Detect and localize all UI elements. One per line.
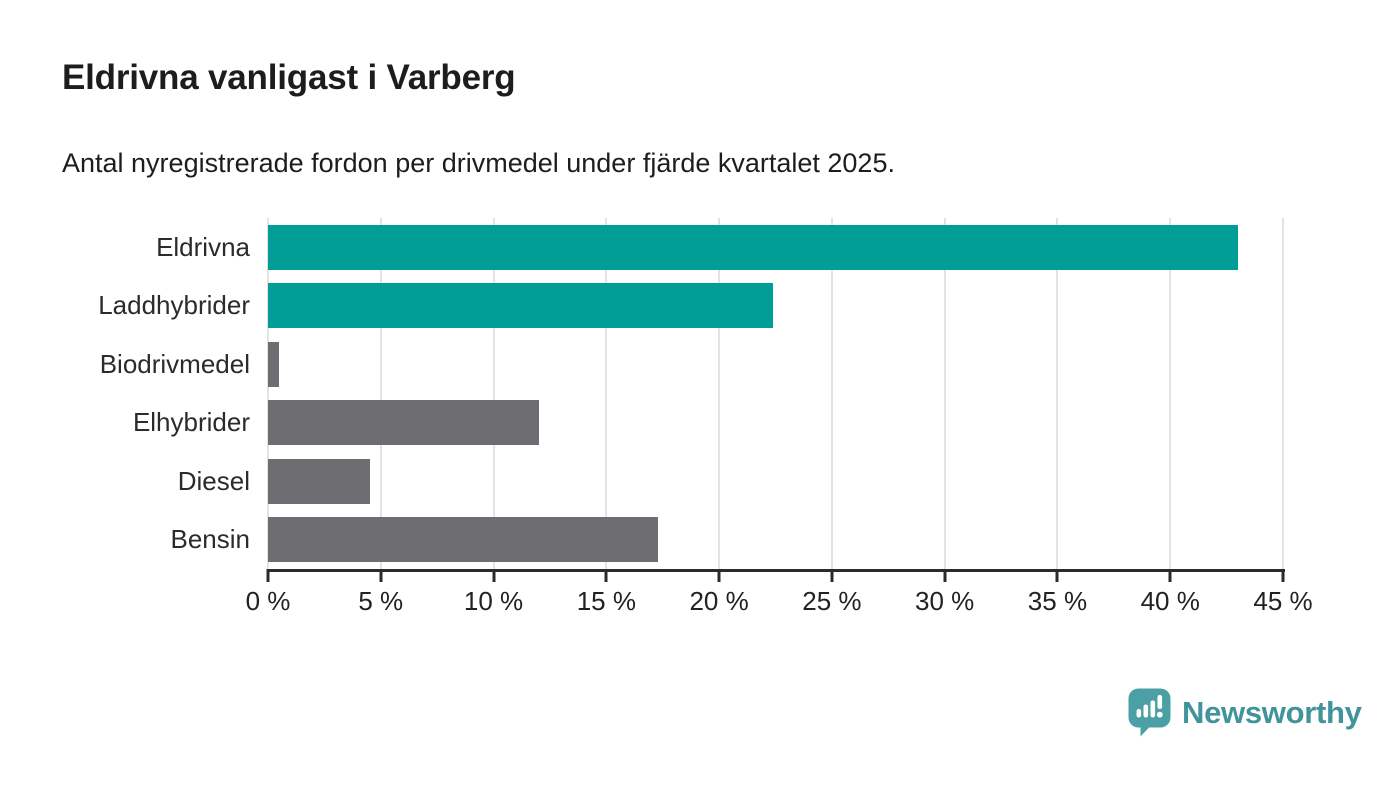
newsworthy-logo-icon	[1128, 688, 1171, 737]
gridline	[1169, 218, 1172, 569]
x-tick-mark	[1281, 569, 1285, 582]
bar-biodrivmedel	[268, 341, 280, 387]
bar-row	[268, 452, 1283, 511]
newsworthy-logo-text: Newsworthy	[1182, 694, 1362, 730]
category-label: Diesel	[177, 465, 250, 496]
x-tick-mark	[266, 569, 270, 582]
bar-row	[268, 277, 1283, 336]
gridline	[830, 218, 833, 569]
x-tick-mark	[604, 569, 608, 582]
gridline	[492, 218, 495, 569]
x-tick-label: 20 %	[689, 586, 749, 616]
bar-row	[268, 218, 1283, 277]
x-tick-label: 0 %	[245, 586, 291, 616]
newsworthy-logo: Newsworthy	[1128, 688, 1362, 737]
bar-diesel	[268, 458, 370, 504]
bar-layer	[268, 218, 1283, 569]
y-axis-labels: Eldrivna Laddhybrider Biodrivmedel Elhybrid…	[0, 218, 250, 569]
x-tick-label: 45 %	[1253, 586, 1313, 616]
chart-subtitle: Antal nyregistrerade fordon per drivmede…	[62, 148, 895, 178]
category-label: Biodrivmedel	[99, 348, 250, 379]
gridline	[267, 218, 269, 569]
x-tick-mark	[379, 569, 383, 582]
gridline	[1282, 218, 1284, 569]
bar-row	[268, 335, 1283, 394]
x-tick-label: 30 %	[915, 586, 975, 616]
x-tick-mark	[1168, 569, 1172, 582]
x-axis-line	[267, 569, 1285, 572]
gridline	[718, 218, 721, 569]
plot-area	[266, 218, 1285, 582]
bar-row	[268, 511, 1283, 570]
gridline	[943, 218, 946, 569]
category-label: Laddhybrider	[98, 290, 250, 321]
bar-row	[268, 394, 1283, 453]
gridline	[605, 218, 608, 569]
page-title: Eldrivna vanligast i Varberg	[62, 58, 516, 97]
x-tick-label: 35 %	[1027, 586, 1088, 616]
x-tick-label: 15 %	[576, 586, 636, 616]
bar-eldrivna	[268, 224, 1238, 270]
x-tick-mark	[1055, 569, 1059, 582]
x-tick-label: 5 %	[358, 586, 404, 616]
category-label: Elhybrider	[132, 407, 250, 438]
bar-laddhybrider	[268, 283, 774, 329]
x-tick-mark	[492, 569, 496, 582]
bar-chart: Eldrivna Laddhybrider Biodrivmedel Elhybrid…	[0, 218, 1400, 648]
bar-bensin	[268, 517, 659, 563]
category-label: Eldrivna	[156, 231, 250, 262]
x-tick-mark	[717, 569, 721, 582]
category-label: Bensin	[170, 524, 251, 555]
gridline	[1056, 218, 1059, 569]
x-tick-label: 25 %	[802, 586, 862, 616]
x-tick-mark	[830, 569, 834, 582]
x-axis-tick-labels: 0 % 5 % 10 % 15 % 20 % 25 % 30 % 35 % 40 % 45 %	[246, 586, 1313, 620]
x-tick-label: 10 %	[463, 586, 524, 616]
gridline	[379, 218, 382, 569]
x-tick-mark	[943, 569, 947, 582]
bar-elhybrider	[268, 400, 539, 446]
x-tick-label: 40 %	[1140, 586, 1200, 616]
